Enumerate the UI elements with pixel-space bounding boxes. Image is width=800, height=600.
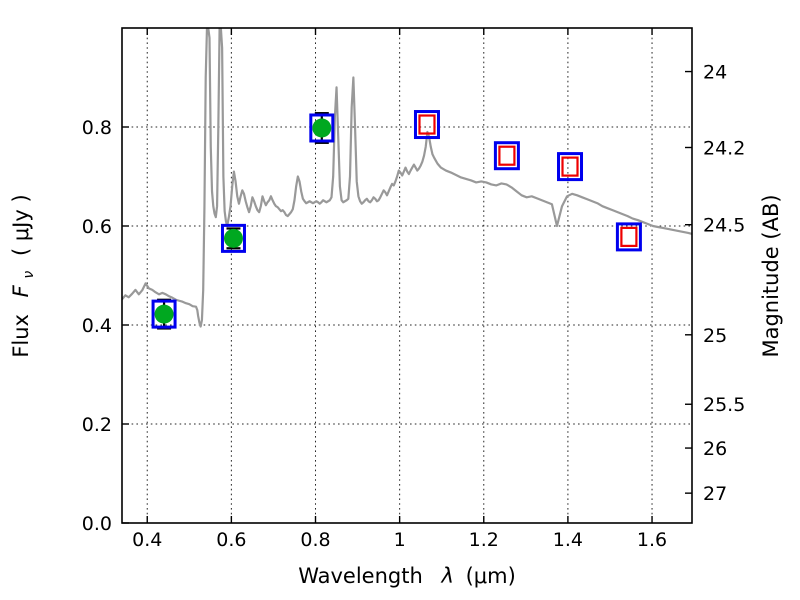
gridlines [122, 28, 692, 523]
y-axis-left-title-symbol: F [9, 284, 33, 297]
data-area [122, 28, 692, 328]
plot-spines [121, 27, 693, 524]
x-tick-label-0.6: 0.6 [216, 529, 246, 551]
y-axis-left-ticks: 0.0 0.2 0.4 0.6 0.8 [82, 117, 129, 535]
y-right-tick-label-24.2: 24.2 [703, 137, 745, 159]
x-axis-title-prefix: Wavelength [298, 564, 423, 588]
y-left-tick-label-0.8: 0.8 [82, 117, 112, 139]
y-left-tick-label-0.2: 0.2 [82, 414, 112, 436]
y-axis-left-title-prefix: Flux [9, 314, 33, 358]
y-right-tick-label-25.5: 25.5 [703, 394, 745, 416]
marker-blue-square[interactable] [413, 110, 440, 140]
y-left-tick-label-0.0: 0.0 [82, 513, 112, 535]
x-tick-label-1.4: 1.4 [553, 529, 583, 551]
x-tick-label-1: 1 [394, 529, 406, 551]
marker-green-circle[interactable] [312, 118, 332, 138]
x-axis-title-symbol: λ [440, 564, 453, 588]
photometry-point-0-0[interactable] [151, 298, 177, 330]
x-axis-title-unit: (μm) [466, 564, 516, 588]
y-left-tick-label-0.6: 0.6 [82, 216, 112, 238]
marker-red-square[interactable] [620, 226, 638, 247]
marker-green-circle[interactable] [154, 304, 174, 324]
photometry-point-0-1[interactable] [220, 223, 246, 253]
y-right-tick-label-24.5: 24.5 [703, 215, 745, 237]
photometry-point-1-3[interactable] [615, 222, 642, 252]
x-axis-ticks: 0.4 0.6 0.8 1 1.2 1.4 1.6 [132, 28, 667, 551]
photometry-point-1-1[interactable] [493, 141, 520, 171]
marker-blue-square[interactable] [220, 223, 246, 253]
x-tick-label-1.6: 1.6 [637, 529, 667, 551]
y-left-tick-label-0.4: 0.4 [82, 315, 112, 337]
marker-red-square[interactable] [418, 114, 436, 135]
y-right-tick-label-25: 25 [703, 325, 727, 347]
marker-blue-square[interactable] [309, 113, 335, 143]
y-axis-right-ticks: 24 24.2 24.5 25 25.5 26 27 [685, 62, 745, 505]
x-tick-label-0.8: 0.8 [300, 529, 330, 551]
marker-green-circle[interactable] [223, 228, 243, 248]
x-tick-label-0.4: 0.4 [132, 529, 162, 551]
marker-red-square[interactable] [498, 145, 516, 166]
marker-blue-square[interactable] [615, 222, 642, 252]
photometry-point-0-2[interactable] [309, 112, 335, 144]
x-axis-title: Wavelength λ (μm) [298, 564, 516, 588]
axis-frame [121, 27, 693, 524]
marker-blue-square[interactable] [493, 141, 520, 171]
spectrum-curve [122, 28, 692, 328]
marker-blue-square[interactable] [151, 299, 177, 329]
y-right-tick-label-26: 26 [703, 438, 727, 460]
y-axis-left-title: Flux F ν ( μJy ) [9, 194, 38, 357]
photometry-markers [151, 110, 642, 330]
y-right-tick-label-24: 24 [703, 62, 727, 84]
photometry-point-1-2[interactable] [557, 152, 584, 182]
marker-red-square[interactable] [561, 156, 579, 177]
y-axis-left-title-unit: ( μJy ) [9, 194, 33, 256]
x-tick-label-1.2: 1.2 [469, 529, 499, 551]
photometry-point-1-0[interactable] [413, 110, 440, 140]
y-right-tick-label-27: 27 [703, 483, 727, 505]
y-axis-right-title: Magnitude (AB) [759, 194, 783, 357]
marker-blue-square[interactable] [557, 152, 584, 182]
y-axis-left-title-subscript: ν [21, 271, 37, 279]
